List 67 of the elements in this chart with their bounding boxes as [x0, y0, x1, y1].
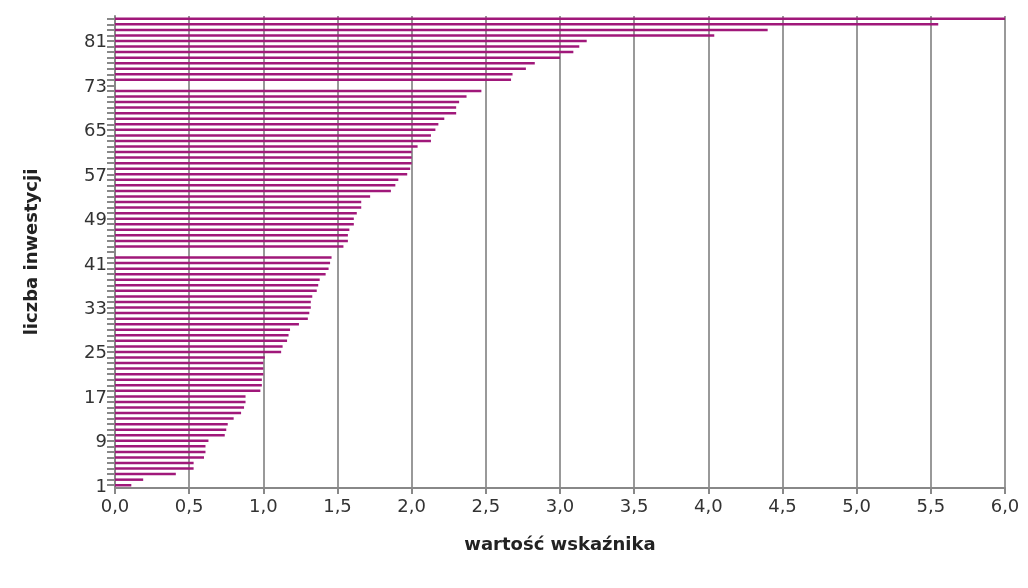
x-tick-label: 3,0: [545, 494, 575, 516]
x-axis-title: wartość wskaźnika: [464, 532, 656, 554]
y-tick-label: 81: [84, 30, 107, 52]
y-tick-label: 17: [84, 385, 107, 407]
bar: [115, 334, 289, 337]
bar: [115, 467, 194, 470]
bar: [115, 417, 234, 420]
x-tick-label: 5,5: [916, 494, 946, 516]
bar: [115, 117, 445, 120]
bar: [115, 306, 311, 309]
bar: [115, 256, 332, 259]
bar: [115, 345, 283, 348]
bar: [115, 34, 715, 37]
bar: [115, 284, 319, 287]
x-tick-label: 6,0: [990, 494, 1020, 516]
bar: [115, 123, 439, 126]
y-tick-label: 73: [84, 74, 107, 96]
bar: [115, 173, 408, 176]
y-tick-label: 41: [84, 252, 107, 274]
x-tick-label: 4,5: [768, 494, 797, 516]
bar: [115, 95, 467, 98]
bar: [115, 167, 411, 170]
bar: [115, 145, 418, 148]
y-tick-label: 1: [95, 474, 107, 496]
x-tick-label: 2,5: [471, 494, 501, 516]
bar: [115, 378, 262, 381]
bar: [115, 356, 265, 359]
x-tick-label: 0,0: [100, 494, 130, 516]
x-tick-label: 5,0: [842, 494, 871, 516]
bar: [115, 384, 262, 387]
bar: [115, 328, 291, 331]
bar: [115, 456, 204, 459]
bar: [115, 156, 412, 159]
bar: [115, 395, 246, 398]
x-tick-label: 0,5: [174, 494, 204, 516]
bar: [115, 234, 348, 237]
bar: [115, 206, 362, 209]
x-tick-label: 1,0: [249, 494, 278, 516]
x-tick-label: 4,0: [694, 494, 723, 516]
bar: [115, 45, 580, 48]
bar: [115, 106, 457, 109]
x-tick-label: 3,5: [619, 494, 649, 516]
bar: [115, 23, 939, 26]
bar: [115, 184, 396, 187]
bar: [115, 195, 371, 198]
bar: [115, 445, 206, 448]
y-axis-title: liczba inwestycji: [19, 168, 41, 336]
bar: [115, 295, 313, 298]
y-tick-label: 49: [84, 208, 107, 230]
y-tick-label: 33: [84, 297, 107, 319]
y-tick-label: 65: [84, 119, 107, 141]
bar: [115, 478, 144, 481]
bar: [115, 245, 344, 248]
y-tick-label: 25: [84, 341, 107, 363]
bar: [115, 428, 227, 431]
x-tick-label: 1,5: [323, 494, 352, 516]
bar: [115, 134, 431, 137]
bar: [115, 73, 513, 76]
bar: [115, 406, 245, 409]
x-tick-label: 2,0: [397, 494, 426, 516]
bar: [115, 217, 354, 220]
y-tick-label: 9: [95, 430, 107, 452]
y-tick-label: 57: [84, 163, 107, 185]
bar: [115, 367, 264, 370]
bar: [115, 267, 329, 270]
bar: [115, 56, 560, 59]
bar: [115, 317, 308, 320]
